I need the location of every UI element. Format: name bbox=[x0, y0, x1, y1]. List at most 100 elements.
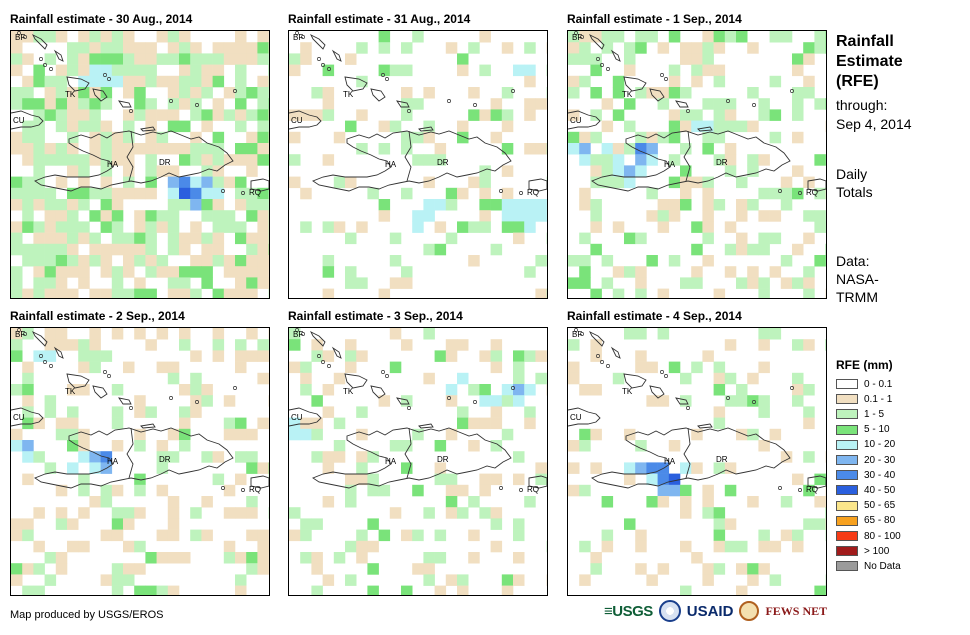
rainfall-cell bbox=[55, 143, 68, 155]
rainfall-cell bbox=[668, 484, 681, 497]
border-line bbox=[126, 427, 134, 479]
rainfall-cell bbox=[345, 574, 357, 586]
rainfall-cell bbox=[501, 87, 514, 99]
rainfall-cell bbox=[246, 243, 258, 256]
rainfall-cell bbox=[235, 507, 247, 519]
rainfall-cell bbox=[67, 266, 79, 278]
rainfall-cell bbox=[44, 350, 57, 362]
rainfall-cell bbox=[513, 221, 525, 233]
rainfall-cell bbox=[145, 585, 157, 595]
rainfall-cell bbox=[145, 187, 157, 200]
rainfall-cell bbox=[289, 109, 301, 121]
legend-swatch bbox=[836, 500, 858, 511]
rainfall-cell bbox=[67, 53, 79, 65]
rainfall-cell bbox=[758, 406, 770, 418]
islet-outline bbox=[103, 73, 107, 77]
rainfall-cell bbox=[190, 384, 202, 396]
rainfall-cell bbox=[702, 255, 714, 267]
rainfall-cell bbox=[22, 440, 34, 452]
map-label-ha: HA bbox=[385, 457, 397, 466]
rainfall-cell bbox=[792, 277, 804, 289]
rainfall-cell bbox=[601, 277, 614, 289]
rainfall-cell bbox=[702, 574, 714, 586]
rainfall-cell bbox=[657, 221, 670, 233]
rainfall-cell bbox=[156, 109, 169, 121]
rainfall-cell bbox=[167, 42, 180, 54]
rainfall-cell bbox=[378, 529, 391, 542]
rainfall-cell bbox=[322, 496, 335, 508]
rainfall-cell bbox=[356, 277, 368, 289]
rainfall-cell bbox=[758, 277, 770, 289]
rainfall-cell bbox=[167, 109, 180, 121]
rainfall-cell bbox=[601, 529, 614, 542]
rainfall-cell bbox=[702, 143, 714, 155]
rainfall-cell bbox=[724, 243, 737, 256]
rainfall-cell bbox=[167, 451, 180, 463]
rainfall-cell bbox=[657, 328, 670, 340]
rainfall-cell bbox=[11, 176, 23, 189]
rainfall-cell bbox=[479, 484, 491, 497]
rainfall-cell bbox=[691, 64, 703, 77]
rainfall-cell bbox=[78, 440, 90, 452]
rainfall-cell bbox=[322, 87, 335, 99]
rainfall-cell bbox=[780, 529, 793, 542]
islet-outline bbox=[499, 486, 503, 490]
rainfall-cell bbox=[367, 540, 379, 553]
rainfall-cell bbox=[89, 154, 101, 166]
map-label-cu: CU bbox=[570, 116, 582, 125]
bahamas-outline bbox=[53, 49, 64, 62]
rainfall-cell bbox=[601, 540, 614, 553]
rainfall-cell bbox=[156, 221, 169, 233]
rainfall-cell bbox=[289, 176, 301, 189]
border-line bbox=[404, 427, 412, 479]
rainfall-cell bbox=[758, 243, 770, 256]
rainfall-cell bbox=[657, 98, 670, 110]
rainfall-cell bbox=[22, 473, 34, 486]
islet-outline bbox=[233, 386, 237, 390]
islet-outline bbox=[519, 191, 523, 195]
rainfall-cell bbox=[78, 120, 90, 133]
rainfall-cell bbox=[612, 154, 625, 166]
rainfall-cell bbox=[635, 277, 647, 289]
turks-caicos-outline bbox=[92, 88, 108, 102]
rainfall-cell bbox=[246, 154, 258, 166]
rainfall-cell bbox=[646, 31, 658, 43]
rainfall-cell bbox=[44, 187, 57, 200]
islet-outline bbox=[726, 99, 730, 103]
rainfall-cell bbox=[11, 31, 23, 43]
rainfall-cell bbox=[691, 42, 703, 54]
rainfall-cell bbox=[524, 75, 536, 88]
islet-outline bbox=[726, 396, 730, 400]
rainfall-cell bbox=[11, 428, 23, 441]
rainfall-cell bbox=[322, 98, 335, 110]
rainfall-cell bbox=[758, 395, 770, 407]
legend-label: 65 - 80 bbox=[864, 515, 896, 527]
rainfall-cell bbox=[490, 98, 503, 110]
rainfall-cell bbox=[145, 210, 157, 222]
islet-outline bbox=[107, 374, 111, 378]
rainfall-cell bbox=[401, 143, 413, 155]
rainfall-cell bbox=[11, 384, 23, 396]
rainfall-cell bbox=[55, 109, 68, 121]
rainfall-cell bbox=[55, 484, 68, 497]
islet-outline bbox=[381, 73, 385, 77]
rainfall-cell bbox=[747, 42, 759, 54]
rainfall-cell bbox=[55, 328, 68, 340]
rainfall-cell bbox=[235, 574, 247, 586]
rainfall-cell bbox=[111, 232, 124, 245]
islet-outline bbox=[600, 63, 604, 67]
rainfall-cell bbox=[792, 395, 804, 407]
rainfall-cell bbox=[22, 372, 34, 385]
rainfall-cell bbox=[78, 154, 90, 166]
rainfall-cell bbox=[356, 350, 368, 362]
rainfall-cell bbox=[758, 339, 770, 351]
rainfall-cell bbox=[67, 187, 79, 200]
rainfall-map-panel-4: BF TK CU HA DR RQ bbox=[10, 327, 270, 596]
rainfall-cell bbox=[89, 361, 101, 374]
islet-outline bbox=[195, 400, 199, 404]
rainfall-cell bbox=[736, 277, 748, 289]
rainfall-cell bbox=[579, 384, 591, 396]
rainfall-cell bbox=[792, 53, 804, 65]
rainfall-cell bbox=[445, 507, 458, 519]
